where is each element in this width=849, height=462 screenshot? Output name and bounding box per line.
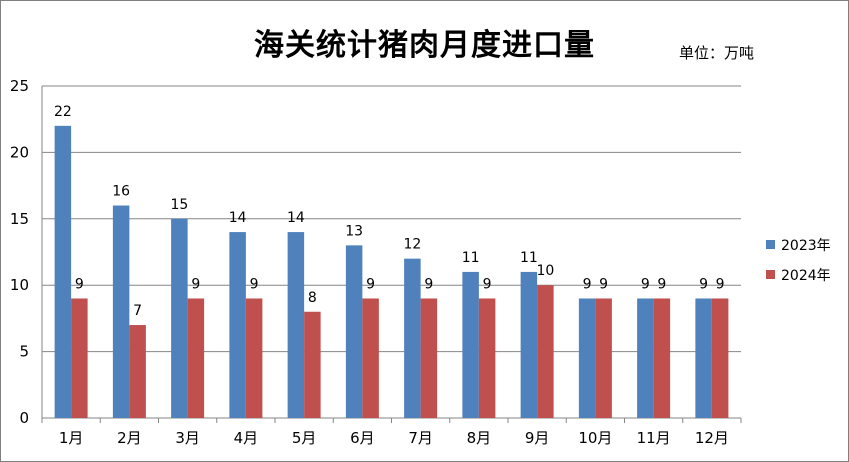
data-label: 8: [308, 290, 317, 306]
x-tick-label: 2月: [117, 429, 142, 447]
data-label: 9: [483, 276, 492, 292]
data-label: 9: [424, 276, 433, 292]
bars: [54, 125, 729, 418]
data-label: 9: [583, 276, 592, 292]
bar-series1: [462, 271, 479, 418]
bar-series1: [404, 258, 421, 418]
data-label: 7: [133, 303, 142, 319]
bar-series1: [695, 298, 712, 418]
data-label: 14: [229, 210, 247, 226]
x-tick-label: 10月: [578, 429, 612, 447]
bar-series1: [112, 205, 130, 418]
data-label: 9: [599, 276, 608, 292]
bar-series2: [362, 298, 379, 418]
bar-series2: [304, 311, 321, 418]
x-tick-label: 3月: [175, 429, 200, 447]
y-tick-label: 0: [19, 409, 29, 427]
data-label: 9: [641, 276, 650, 292]
bar-series1: [171, 218, 188, 418]
data-label: 12: [403, 237, 421, 253]
bar-series2: [711, 298, 729, 418]
bar-series1: [520, 271, 538, 418]
y-tick-label: 25: [10, 77, 29, 95]
data-label: 9: [191, 276, 200, 292]
bar-series1: [637, 298, 654, 418]
x-tick-label: 7月: [408, 429, 433, 447]
bar-series2: [595, 298, 612, 418]
legend-swatch: [766, 240, 775, 249]
data-label: 10: [536, 263, 554, 279]
data-label: 9: [716, 276, 725, 292]
data-label: 9: [75, 276, 84, 292]
x-tick-label: 12月: [695, 429, 729, 447]
bar-series2: [478, 298, 496, 418]
axes: 0 5 10 15 20 25 1月 2月 3月 4月 5月 6月 7月 8月 9月 10月 11月 12月: [10, 77, 742, 447]
x-tick-label: 6月: [350, 429, 375, 447]
data-label: 9: [366, 276, 375, 292]
x-tick-label: 5月: [292, 429, 317, 447]
bar-series1: [578, 298, 596, 418]
legend-swatch: [766, 270, 775, 279]
data-label: 15: [170, 197, 188, 213]
y-tick-label: 15: [10, 210, 29, 228]
x-tick-label: 9月: [525, 429, 550, 447]
bar-series2: [129, 325, 146, 418]
bar-series2: [187, 298, 205, 418]
bar-series1: [345, 245, 363, 418]
bar-series2: [420, 298, 438, 418]
data-label: 13: [345, 223, 363, 239]
x-tick-label: 1月: [59, 429, 84, 447]
x-tick-label: 11月: [637, 429, 671, 447]
data-label: 9: [657, 276, 666, 292]
legend: 2023年 2024年: [766, 238, 831, 284]
y-tick-label: 20: [10, 143, 29, 161]
data-label: 9: [699, 276, 708, 292]
bar-series2: [537, 285, 554, 418]
data-label: 22: [54, 104, 72, 120]
data-label: 14: [287, 210, 305, 226]
y-tick-label: 5: [19, 343, 29, 361]
bar-series2: [71, 298, 88, 418]
data-label: 16: [112, 184, 130, 200]
bar-series2: [653, 298, 671, 418]
chart-title: 海关统计猪肉月度进口量: [254, 28, 595, 63]
data-label: 11: [520, 250, 538, 266]
x-tick-label: 4月: [234, 429, 259, 447]
bar-series2: [245, 298, 263, 418]
x-tick-label: 8月: [467, 429, 492, 447]
unit-label: 单位：万吨: [679, 44, 755, 62]
legend-label: 2023年: [781, 238, 831, 254]
bar-series1: [229, 232, 246, 418]
bar-series1: [287, 232, 305, 418]
bar-series1: [54, 125, 72, 418]
legend-label: 2024年: [781, 268, 831, 284]
data-label: 9: [250, 276, 259, 292]
data-label: 11: [462, 250, 480, 266]
gridlines: [42, 85, 741, 353]
y-tick-label: 10: [10, 276, 29, 294]
